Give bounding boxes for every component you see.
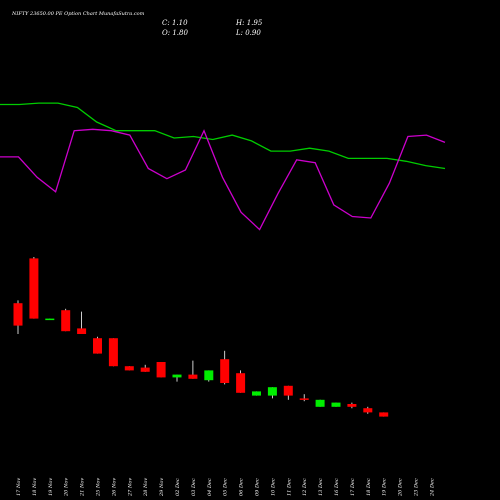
x-tick-label: 04 Dec (207, 478, 213, 496)
candle-body (267, 387, 277, 396)
candle-body (252, 391, 261, 396)
candle-body (331, 402, 341, 407)
indicator-lines (0, 102, 446, 231)
x-tick-label: 27 Nov (127, 478, 133, 497)
candle-body (61, 310, 71, 332)
candle-body (379, 412, 389, 417)
candle-body (188, 374, 198, 379)
x-tick-label: 17 Dec (350, 478, 356, 496)
candle-body (315, 399, 325, 407)
candles (13, 257, 389, 417)
chart-title: NIFTY 23650.00 PE Option Chart MunafaSut… (11, 11, 145, 17)
x-tick-label: 26 Nov (111, 478, 117, 497)
indicator-line-1 (0, 128, 446, 231)
x-tick-label: 25 Nov (96, 478, 102, 497)
x-tick-label: 19 Dec (382, 478, 388, 496)
candle-body (220, 359, 230, 383)
candle-body (236, 373, 246, 393)
candle-body (140, 367, 150, 372)
x-tick-label: 19 Nov (48, 478, 54, 496)
x-tick-label: 23 Dec (414, 478, 420, 497)
high-readout: H: 1.95 (235, 19, 263, 27)
x-tick-label: 24 Dec (429, 478, 435, 497)
candle-body (108, 338, 118, 367)
x-tick-label: 20 Dec (398, 478, 404, 497)
candle-body (124, 366, 134, 371)
x-tick-label: 05 Dec (223, 478, 229, 496)
x-tick-label: 09 Dec (255, 478, 261, 496)
x-axis-ticks: 17 Nov 18 Nov 19 Nov 20 Nov 21 Nov 25 Nov 26 N… (16, 478, 435, 497)
x-tick-label: 06 Dec (239, 478, 245, 496)
x-tick-label: 21 Nov (80, 478, 86, 497)
low-readout: L: 0.90 (235, 29, 261, 37)
candle-body (347, 404, 357, 407)
candle-body (13, 303, 23, 326)
x-tick-label: 16 Dec (334, 478, 340, 496)
x-tick-label: 12 Dec (302, 478, 308, 496)
x-tick-label: 10 Dec (270, 478, 276, 496)
candle-body (363, 408, 373, 413)
candle-body (299, 398, 309, 400)
candle-body (204, 370, 214, 381)
candle-body (45, 318, 55, 321)
candle-body (77, 328, 87, 334)
x-tick-label: 18 Dec (366, 478, 372, 496)
candle-body (93, 338, 102, 354)
candle-body (172, 374, 182, 378)
close-readout: C: 1.10 (162, 19, 188, 27)
candle-body (283, 385, 293, 396)
indicator-line-0 (0, 102, 446, 170)
x-tick-label: 29 Nov (159, 478, 165, 497)
x-tick-label: 02 Dec (175, 478, 181, 496)
x-tick-label: 28 Nov (143, 478, 149, 497)
x-tick-label: 13 Dec (318, 478, 324, 496)
x-tick-label: 20 Nov (64, 478, 70, 497)
x-tick-label: 11 Dec (286, 478, 292, 496)
x-tick-label: 17 Nov (16, 478, 22, 496)
open-readout: O: 1.80 (162, 29, 188, 37)
candle-body (156, 362, 166, 378)
x-tick-label: 03 Dec (191, 478, 197, 496)
candle-body (29, 258, 39, 319)
x-tick-label: 18 Nov (32, 478, 38, 496)
